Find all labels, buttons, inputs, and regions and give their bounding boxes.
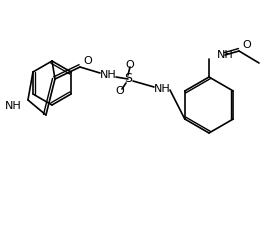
Text: O: O	[84, 56, 92, 66]
Text: O: O	[126, 60, 134, 70]
Text: NH: NH	[100, 70, 116, 80]
Text: S: S	[124, 73, 132, 85]
Text: O: O	[243, 40, 251, 50]
Text: O: O	[116, 86, 124, 96]
Text: NH: NH	[217, 50, 234, 60]
Text: NH: NH	[154, 84, 170, 94]
Text: NH: NH	[5, 101, 22, 111]
